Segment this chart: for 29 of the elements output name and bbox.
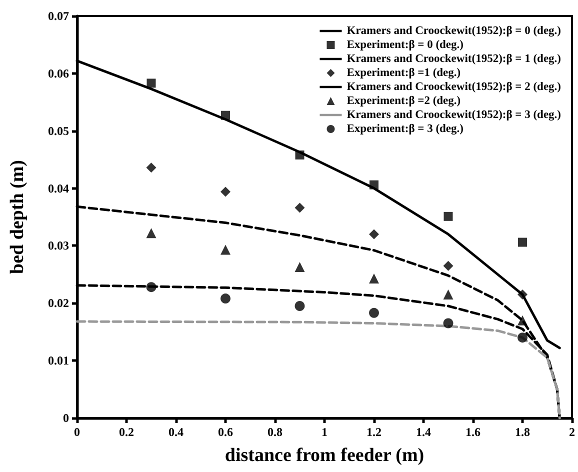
x-tick-label: 2 bbox=[569, 425, 575, 439]
y-tick-label: 0.04 bbox=[48, 181, 69, 196]
y-tick-label: 0.02 bbox=[48, 296, 69, 310]
x-tick-label: 0.6 bbox=[218, 425, 233, 439]
y-tick-label: 0.01 bbox=[48, 354, 69, 368]
x-tick-label: 0.4 bbox=[168, 425, 184, 439]
legend-label: Experiment:β = 0 (deg.) bbox=[346, 39, 464, 51]
x-tick-label: 1.6 bbox=[466, 425, 480, 439]
x-tick-label: 1.8 bbox=[515, 425, 530, 439]
legend-label: Kramers and Croockewit(1952):β = 0 (deg.) bbox=[346, 25, 562, 37]
x-tick-label: 0.2 bbox=[119, 425, 134, 439]
legend-label: Experiment:β =1 (deg.) bbox=[346, 67, 461, 79]
x-tick-label: 1.4 bbox=[416, 425, 431, 439]
legend-label: Experiment:β = 3 (deg.) bbox=[346, 123, 464, 135]
x-tick-label: 1 bbox=[322, 425, 328, 439]
y-axis-title: bed depth (m) bbox=[7, 160, 28, 274]
legend-label: Experiment:β =2 (deg.) bbox=[346, 95, 461, 107]
y-tick-label: 0 bbox=[63, 411, 69, 425]
y-tick-label: 0.07 bbox=[48, 9, 69, 23]
y-tick-label: 0.06 bbox=[48, 66, 69, 80]
legend-label: Kramers and Croockewit(1952):β = 2 (deg.) bbox=[346, 81, 562, 93]
y-tick-label: 0.05 bbox=[48, 124, 69, 138]
y-tick-label: 0.03 bbox=[48, 238, 69, 253]
x-tick-label: 1.2 bbox=[366, 425, 382, 439]
legend-label: Kramers and Croockewit(1952):β = 1 (deg.) bbox=[346, 53, 562, 65]
x-tick-label: 0 bbox=[74, 425, 80, 439]
x-axis-title: distance from feeder (m) bbox=[224, 445, 424, 466]
legend-label: Kramers and Croockewit(1952):β = 3 (deg.) bbox=[346, 109, 562, 121]
x-tick-label: 0.8 bbox=[268, 425, 282, 439]
